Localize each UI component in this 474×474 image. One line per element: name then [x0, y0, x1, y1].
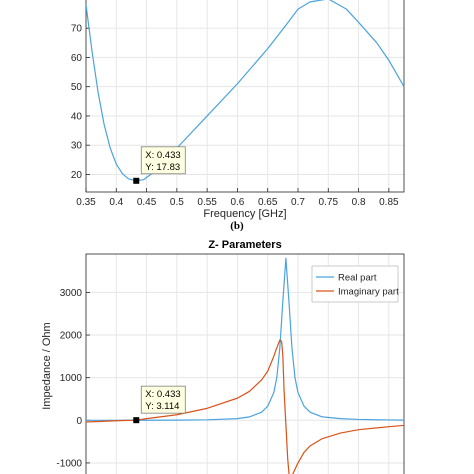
top-xtick-label: 0.45 — [137, 197, 157, 208]
figure-caption: (b) — [230, 220, 244, 232]
top-ytick-label: 20 — [71, 170, 83, 181]
bottom-legend-label-1: Real part — [338, 273, 377, 284]
top-chart-xlabel: Frequency [GHz] — [203, 208, 286, 220]
bottom-legend-box — [311, 265, 399, 303]
top-xtick-label: 0.8 — [352, 197, 366, 208]
top-plot-area — [86, 0, 404, 192]
bottom-datatip-box — [140, 385, 186, 414]
top-xtick-label: 0.65 — [258, 197, 278, 208]
top-series-group — [86, 0, 404, 182]
top-xtick-label: 0.7 — [291, 197, 305, 208]
top-xtick-label: 0.4 — [109, 197, 123, 208]
bottom-legend-label-2: Imaginary part — [338, 287, 399, 298]
top-datatip-box — [140, 146, 186, 175]
top-ytick-label: 60 — [71, 53, 83, 64]
bottom-series-line-1 — [86, 257, 404, 421]
bottom-ytick-label: 1000 — [60, 373, 83, 384]
bottom-axes-frame — [85, 253, 405, 474]
bottom-series-group — [86, 257, 404, 474]
top-xtick-label: 0.75 — [319, 197, 339, 208]
bottom-chart-ylabel: Impedance / Ohm — [41, 322, 53, 409]
top-xtick-label: 0.55 — [197, 197, 217, 208]
top-xtick-label: 0.6 — [230, 197, 244, 208]
bottom-datatip-y: Y: 3.114 — [145, 401, 179, 412]
bottom-chart-title: Z- Parameters — [208, 239, 281, 251]
bottom-datatip-marker — [133, 417, 140, 424]
bottom-series-line-2 — [86, 339, 404, 474]
top-xtick-label: 0.5 — [170, 197, 184, 208]
bottom-datatip-x: X: 0.433 — [145, 389, 180, 400]
bottom-ytick-label: 2000 — [60, 331, 83, 342]
bottom-ytick-label: 3000 — [60, 288, 83, 299]
bottom-ytick-label: -1000 — [56, 458, 82, 469]
top-xtick-label: 0.85 — [379, 197, 399, 208]
top-datatip-x: X: 0.433 — [145, 150, 180, 161]
top-datatip-marker — [133, 177, 140, 184]
top-ytick-label: 40 — [71, 111, 83, 122]
top-ytick-label: 70 — [71, 24, 83, 35]
top-ytick-label: 50 — [71, 82, 83, 93]
top-xtick-label: 0.35 — [76, 197, 96, 208]
top-datatip-y: Y: 17.83 — [145, 162, 180, 173]
top-axes-frame — [85, 0, 405, 193]
top-gridlines — [86, 0, 404, 192]
top-series-line-1 — [86, 0, 404, 182]
top-ytick-label: 30 — [71, 141, 83, 152]
bottom-ytick-label: 0 — [76, 416, 82, 427]
